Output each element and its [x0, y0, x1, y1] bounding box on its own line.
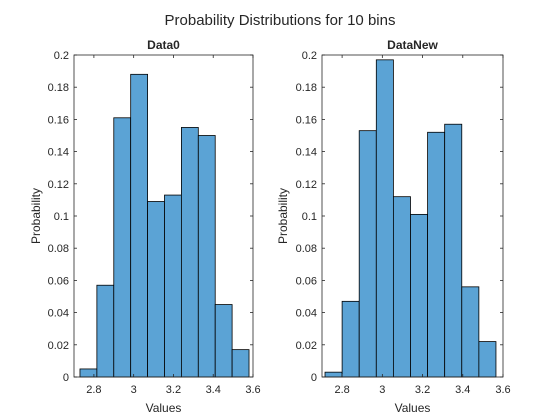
y-tick-label: 0.2 [302, 50, 317, 62]
histogram-bar [427, 131, 446, 378]
histogram-bar [214, 304, 233, 378]
y-tick-label: 0.14 [296, 147, 317, 159]
x-tick-label: 3.2 [415, 384, 430, 396]
subplot-title: DataNew [387, 38, 438, 52]
x-tick-label: 3.4 [206, 384, 221, 396]
histogram-bar [130, 73, 148, 378]
y-tick-label: 0.16 [296, 114, 317, 126]
histogram-bar [324, 371, 343, 378]
y-tick-label: 0.02 [296, 340, 317, 352]
histogram-bar [96, 284, 115, 378]
histogram-bar [147, 201, 165, 378]
y-tick-label: 0.12 [48, 179, 69, 191]
y-tick-label: 0.16 [48, 114, 69, 126]
histogram-bar [375, 59, 394, 378]
y-tick-label: 0.2 [54, 50, 69, 62]
histogram-bar [197, 135, 216, 378]
y-axis-label: Probability [276, 188, 290, 244]
histogram-bar [461, 286, 480, 378]
histogram-bar [113, 117, 132, 378]
y-tick-label: 0.04 [296, 308, 317, 320]
histogram-bar [478, 341, 497, 378]
y-tick-label: 0.12 [296, 179, 317, 191]
histogram-bar [358, 130, 377, 378]
subplot-data0: Data0 Values Probability 0 0.02 0.04 0.06 0.… [29, 38, 261, 415]
subplot-title: Data0 [147, 38, 180, 52]
subplot-datanew: DataNew Values Probability 0 0.02 0.04 0.06… [276, 38, 511, 415]
x-axis-label: Values [395, 401, 431, 415]
y-tick-label: 0.04 [48, 308, 69, 320]
histogram-bar [180, 127, 199, 378]
histogram-bar [410, 213, 428, 378]
y-tick-label: 0.08 [48, 243, 69, 255]
x-tick-label: 3.6 [495, 384, 510, 396]
y-tick-label: 0 [63, 372, 69, 384]
y-tick-label: 0.18 [48, 82, 69, 94]
histogram-bar [79, 368, 98, 378]
y-tick-label: 0.02 [48, 340, 69, 352]
y-tick-label: 0 [311, 372, 317, 384]
histogram-bar [444, 123, 463, 378]
histogram-bar [341, 300, 360, 378]
y-tick-label: 0.08 [296, 243, 317, 255]
y-axis-label: Probability [29, 188, 43, 244]
x-tick-label: 3.2 [166, 384, 181, 396]
histogram-bar [392, 196, 411, 378]
histogram-bar [164, 194, 182, 378]
histogram-bar [231, 349, 250, 378]
y-tick-label: 0.1 [54, 211, 69, 223]
y-tick-label: 0.18 [296, 82, 317, 94]
x-tick-label: 2.8 [86, 384, 101, 396]
x-tick-label: 3 [379, 384, 385, 396]
x-tick-label: 3 [131, 384, 137, 396]
y-tick-label: 0.06 [48, 275, 69, 287]
y-tick-label: 0.14 [48, 147, 69, 159]
x-tick-label: 3.6 [245, 384, 260, 396]
x-axis-label: Values [146, 401, 182, 415]
y-tick-label: 0.06 [296, 275, 317, 287]
y-tick-label: 0.1 [302, 211, 317, 223]
figure-title: Probability Distributions for 10 bins [165, 12, 396, 29]
x-tick-label: 2.8 [334, 384, 349, 396]
x-tick-label: 3.4 [455, 384, 470, 396]
